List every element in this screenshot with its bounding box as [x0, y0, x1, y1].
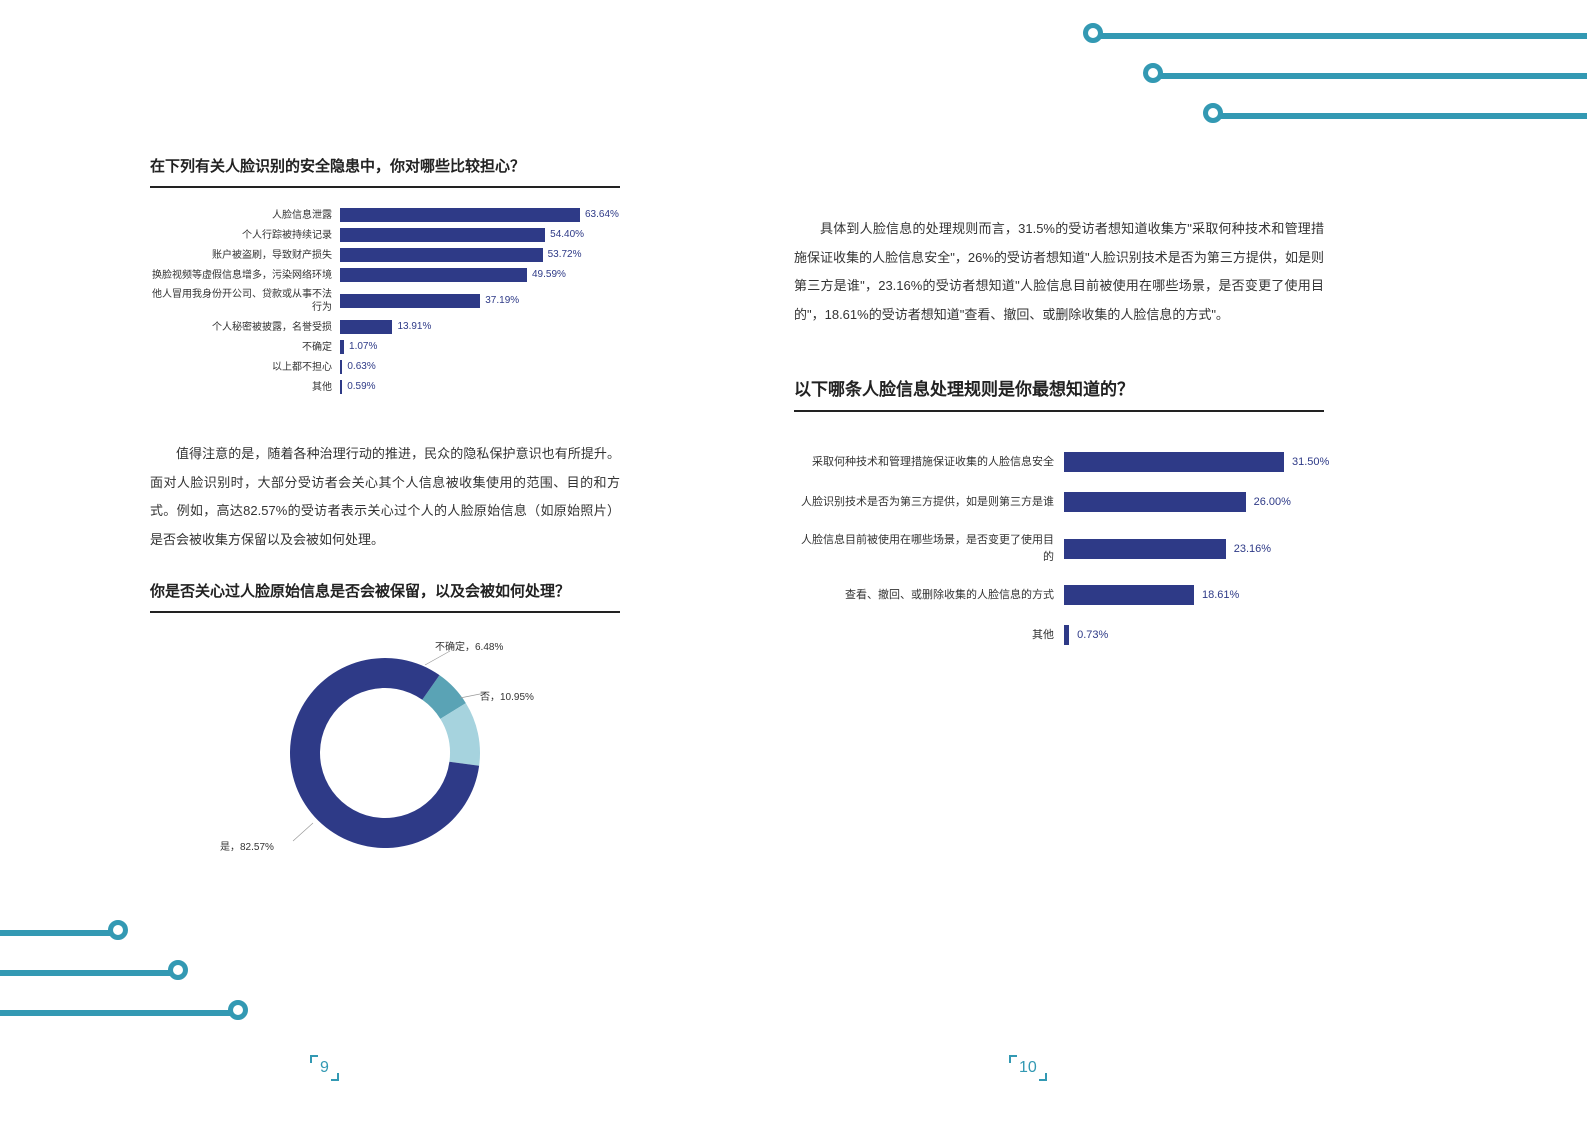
- bar-row: 采取何种技术和管理措施保证收集的人脸信息安全31.50%: [794, 452, 1324, 472]
- bar-fill: [340, 268, 527, 282]
- bar-value: 0.59%: [347, 380, 375, 394]
- bar-label: 其他: [794, 627, 1064, 644]
- bar-value: 54.40%: [550, 228, 584, 242]
- bar-row: 人脸信息目前被使用在哪些场景，是否变更了使用目的 23.16%: [794, 532, 1324, 565]
- donut-label: 否，10.95%: [480, 688, 534, 703]
- bar-fill: [340, 248, 543, 262]
- bar-label: 账户被盗刷，导致财产损失: [150, 249, 340, 262]
- bar-value: 0.63%: [347, 360, 375, 374]
- bar-fill: [340, 228, 545, 242]
- bar-label: 个人秘密被披露，名誉受损: [150, 321, 340, 334]
- bar-value: 18.61%: [1202, 585, 1239, 605]
- bar-fill: [1064, 625, 1069, 645]
- para2: 具体到人脸信息的处理规则而言，31.5%的受访者想知道收集方"采取何种技术和管理…: [794, 215, 1324, 329]
- bar-label: 换脸视频等虚假信息增多，污染网络环境: [150, 269, 340, 282]
- bar-label: 个人行踪被持续记录: [150, 229, 340, 242]
- bar-fill: [340, 320, 392, 334]
- donut-label: 不确定，6.48%: [435, 638, 503, 653]
- bar-value: 0.73%: [1077, 625, 1108, 645]
- bar-fill: [1064, 452, 1284, 472]
- bar-label: 其他: [150, 381, 340, 394]
- bar-row: 他人冒用我身份开公司、贷款或从事不法行为 37.19%: [150, 288, 620, 314]
- bar-row: 个人秘密被披露，名誉受损 13.91%: [150, 320, 620, 334]
- bar-row: 换脸视频等虚假信息增多，污染网络环境 49.59%: [150, 268, 620, 282]
- bar-fill: [340, 360, 342, 374]
- chart3-title: 以下哪条人脸信息处理规则是你最想知道的？: [794, 375, 1324, 412]
- page-number-left: 9: [320, 1059, 329, 1077]
- donut-chart: 不确定，6.48%否，10.95%是，82.57%: [150, 643, 620, 863]
- bar-value: 26.00%: [1254, 492, 1291, 512]
- chart1-title: 在下列有关人脸识别的安全隐患中，你对哪些比较担心？: [150, 155, 620, 188]
- bar-value: 13.91%: [397, 320, 431, 334]
- bar-row: 其他 0.73%: [794, 625, 1324, 645]
- bar-row: 其他 0.59%: [150, 380, 620, 394]
- page-left: 在下列有关人脸识别的安全隐患中，你对哪些比较担心？ 人脸信息泄露 63.64% 个人…: [0, 0, 793, 1122]
- bar-value: 49.59%: [532, 268, 566, 282]
- page-number-right: 10: [1019, 1059, 1037, 1077]
- bar-value: 63.64%: [585, 208, 619, 222]
- bar-row: 以上都不担心 0.63%: [150, 360, 620, 374]
- bar-fill: [1064, 492, 1246, 512]
- bar-label: 人脸信息泄露: [150, 209, 340, 222]
- chart1-bars: 人脸信息泄露 63.64% 个人行踪被持续记录 54.40% 账户被盗刷，导致财产损失 5…: [150, 208, 620, 394]
- bar-fill: [1064, 539, 1226, 559]
- chart2-title: 你是否关心过人脸原始信息是否会被保留，以及会被如何处理？: [150, 580, 620, 613]
- bar-row: 账户被盗刷，导致财产损失 53.72%: [150, 248, 620, 262]
- bar-value: 1.07%: [349, 340, 377, 354]
- bar-value: 37.19%: [485, 294, 519, 308]
- bar-fill: [340, 340, 344, 354]
- bar-value: 31.50%: [1292, 452, 1329, 472]
- bar-row: 人脸信息泄露 63.64%: [150, 208, 620, 222]
- bar-row: 人脸识别技术是否为第三方提供，如是则第三方是谁 26.00%: [794, 492, 1324, 512]
- bar-value: 23.16%: [1234, 539, 1271, 559]
- page-right: 具体到人脸信息的处理规则而言，31.5%的受访者想知道收集方"采取何种技术和管理…: [794, 0, 1587, 1122]
- bar-label: 人脸识别技术是否为第三方提供，如是则第三方是谁: [794, 494, 1064, 511]
- bar-fill: [340, 294, 480, 308]
- bar-fill: [340, 208, 580, 222]
- bar-row: 查看、撤回、或删除收集的人脸信息的方式 18.61%: [794, 585, 1324, 605]
- bar-row: 个人行踪被持续记录 54.40%: [150, 228, 620, 242]
- bar-label: 以上都不担心: [150, 361, 340, 374]
- chart3-bars: 采取何种技术和管理措施保证收集的人脸信息安全31.50% 人脸识别技术是否为第三方…: [794, 452, 1324, 645]
- bar-label: 人脸信息目前被使用在哪些场景，是否变更了使用目的: [794, 532, 1064, 565]
- bar-fill: [340, 380, 342, 394]
- bar-fill: [1064, 585, 1194, 605]
- bar-label: 不确定: [150, 341, 340, 354]
- para1: 值得注意的是，随着各种治理行动的推进，民众的隐私保护意识也有所提升。面对人脸识别…: [150, 440, 620, 554]
- bar-row: 不确定 1.07%: [150, 340, 620, 354]
- bar-label: 他人冒用我身份开公司、贷款或从事不法行为: [150, 288, 340, 314]
- bar-label: 采取何种技术和管理措施保证收集的人脸信息安全: [794, 454, 1064, 471]
- donut-label: 是，82.57%: [220, 838, 274, 853]
- bar-label: 查看、撤回、或删除收集的人脸信息的方式: [794, 587, 1064, 604]
- bar-value: 53.72%: [548, 248, 582, 262]
